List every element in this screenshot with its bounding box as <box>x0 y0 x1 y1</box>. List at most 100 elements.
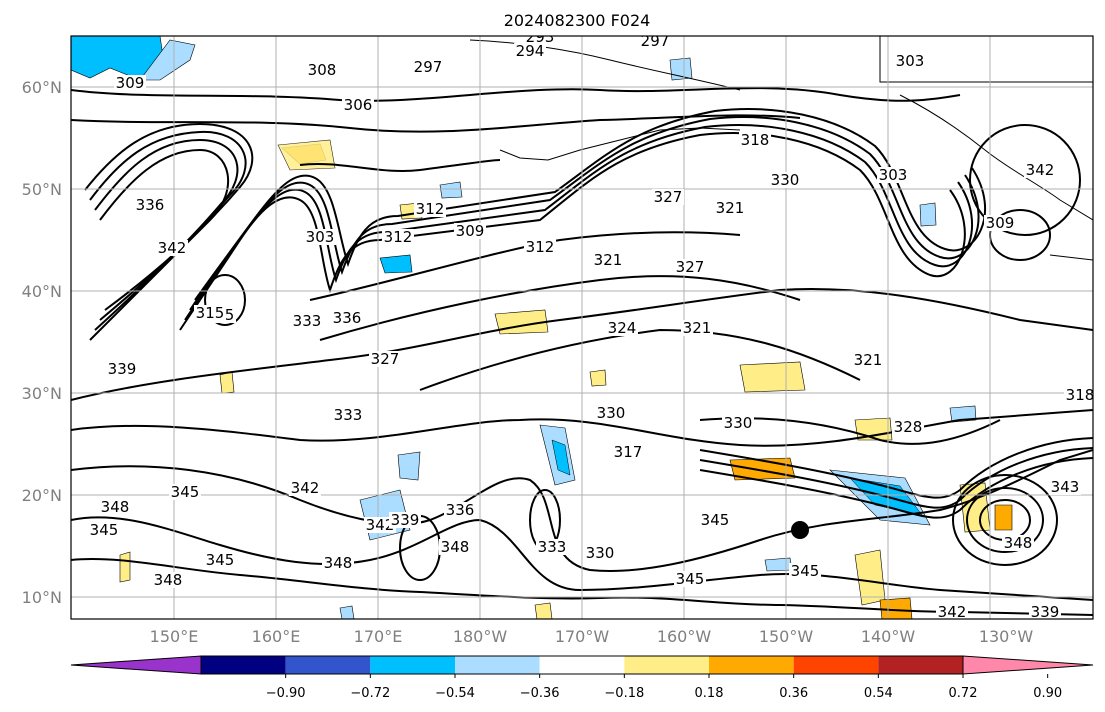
contour-label-background <box>289 480 321 496</box>
lat-label: 40°N <box>22 282 62 301</box>
contour-label-background <box>769 172 801 188</box>
contour-label-background <box>681 320 713 336</box>
contour-label-background <box>852 352 884 368</box>
contour-label-background <box>156 240 188 256</box>
lon-label: 160°E <box>252 627 301 646</box>
contour-label: 306 <box>344 96 373 114</box>
lon-label: 180°W <box>453 627 508 646</box>
contour-label: 312 <box>416 200 445 218</box>
contour-label: 345 <box>171 483 200 501</box>
colorbar-segment <box>624 656 709 674</box>
contour-label: 309 <box>986 214 1015 232</box>
lat-label: 20°N <box>22 486 62 505</box>
contour-label: 342 <box>291 479 320 497</box>
contour-label-background <box>592 252 624 268</box>
contour-label-background <box>524 36 556 45</box>
contour-label: 345 <box>791 562 820 580</box>
contour-label-background <box>674 259 706 275</box>
contour-label: 345 <box>90 521 119 539</box>
colorbar-min-extension <box>70 655 202 675</box>
contour-label: 297 <box>641 32 670 50</box>
lat-label: 10°N <box>22 588 62 607</box>
contour-label: 339 <box>1031 603 1060 621</box>
contour-label: 318 <box>1066 386 1095 404</box>
contour-label-background <box>389 512 421 528</box>
contour-label-background <box>1002 535 1034 551</box>
contour-label-background <box>584 545 616 561</box>
colorbar-tick-label: −0.18 <box>604 686 644 701</box>
contour-label: 312 <box>384 228 413 246</box>
contour-label: 342 <box>1026 161 1055 179</box>
longitude-axis: 150°E 160°E 170°E 180°W 170°W 160°W 150°… <box>150 627 1034 646</box>
contour-label-background <box>722 415 754 431</box>
lon-label: 150°E <box>150 627 199 646</box>
contour-label-background <box>342 97 374 113</box>
colorbar-frame <box>200 655 964 675</box>
contour-label: 327 <box>676 258 705 276</box>
colorbar-tick-label: 0.72 <box>949 686 978 701</box>
contour-label-background <box>514 43 546 59</box>
contour-label-background <box>674 571 706 587</box>
contour-label-background <box>331 310 363 326</box>
contour-label: 294 <box>516 42 545 60</box>
contour-label: 327 <box>371 350 400 368</box>
contour-label-background <box>714 200 746 216</box>
colorbar-tick-label: −0.90 <box>266 686 306 701</box>
contour-label: 348 <box>441 538 470 556</box>
lon-label: 170°W <box>555 627 610 646</box>
colorbar-segment <box>878 656 963 674</box>
contour-label: 333 <box>538 538 567 556</box>
contour-label-background <box>369 351 401 367</box>
contour-label-background <box>169 484 201 500</box>
colorbar-segment <box>455 656 540 674</box>
contour-label: 348 <box>101 498 130 516</box>
contour-label: 330 <box>771 171 800 189</box>
contour-label-background <box>106 361 138 377</box>
lon-label: 140°W <box>861 627 916 646</box>
contour-label-background <box>595 405 627 421</box>
contour-label: 348 <box>1004 534 1033 552</box>
contour-label: 293 <box>526 28 555 46</box>
colorbar-tick-label: 0.36 <box>779 686 808 701</box>
contour-label-background <box>382 229 414 245</box>
contour-label-background <box>412 59 444 75</box>
colorbar-segment <box>709 656 794 674</box>
colorbar-segment <box>370 656 455 674</box>
contour-label-background <box>1029 604 1061 619</box>
colorbar-max-extension <box>962 655 1094 675</box>
contour-label-background <box>652 189 684 205</box>
contour-label: 339 <box>108 360 137 378</box>
contour-label-background <box>414 201 446 217</box>
contour-label: 342 <box>366 516 395 534</box>
contour-label-background <box>877 167 909 183</box>
contour-label: 312 <box>526 238 555 256</box>
contour-label: 336 <box>333 309 362 327</box>
contour-label-background <box>524 239 556 255</box>
contour-label: 303 <box>896 52 925 70</box>
contour-label: 317 <box>614 443 643 461</box>
contour-label-background <box>194 305 226 321</box>
colorbar-tick-label: −0.72 <box>350 686 390 701</box>
contour-label: 336 <box>136 196 165 214</box>
contour-label: 321 <box>683 319 712 337</box>
colorbar-segment <box>793 656 879 674</box>
contour-label-background <box>204 552 236 568</box>
contour-label: 297 <box>414 58 443 76</box>
contour-label-background <box>1064 387 1093 403</box>
contour-label: 343 <box>1051 478 1080 496</box>
colorbar-tick-label: 0.18 <box>695 686 724 701</box>
latitude-axis: 60°N 50°N 40°N 30°N 20°N 10°N <box>22 78 62 607</box>
contour-label-background <box>291 313 323 329</box>
contour-label: 330 <box>724 414 753 432</box>
contour-label-background <box>639 36 671 49</box>
lat-label: 50°N <box>22 180 62 199</box>
contour-label-background <box>99 499 131 515</box>
contour-label: 330 <box>586 544 615 562</box>
lat-label: 60°N <box>22 78 62 97</box>
contour-label: 336 <box>446 501 475 519</box>
contour-label-background <box>894 53 926 69</box>
lon-label: 150°W <box>759 627 814 646</box>
contour-label: 324 <box>608 319 637 337</box>
